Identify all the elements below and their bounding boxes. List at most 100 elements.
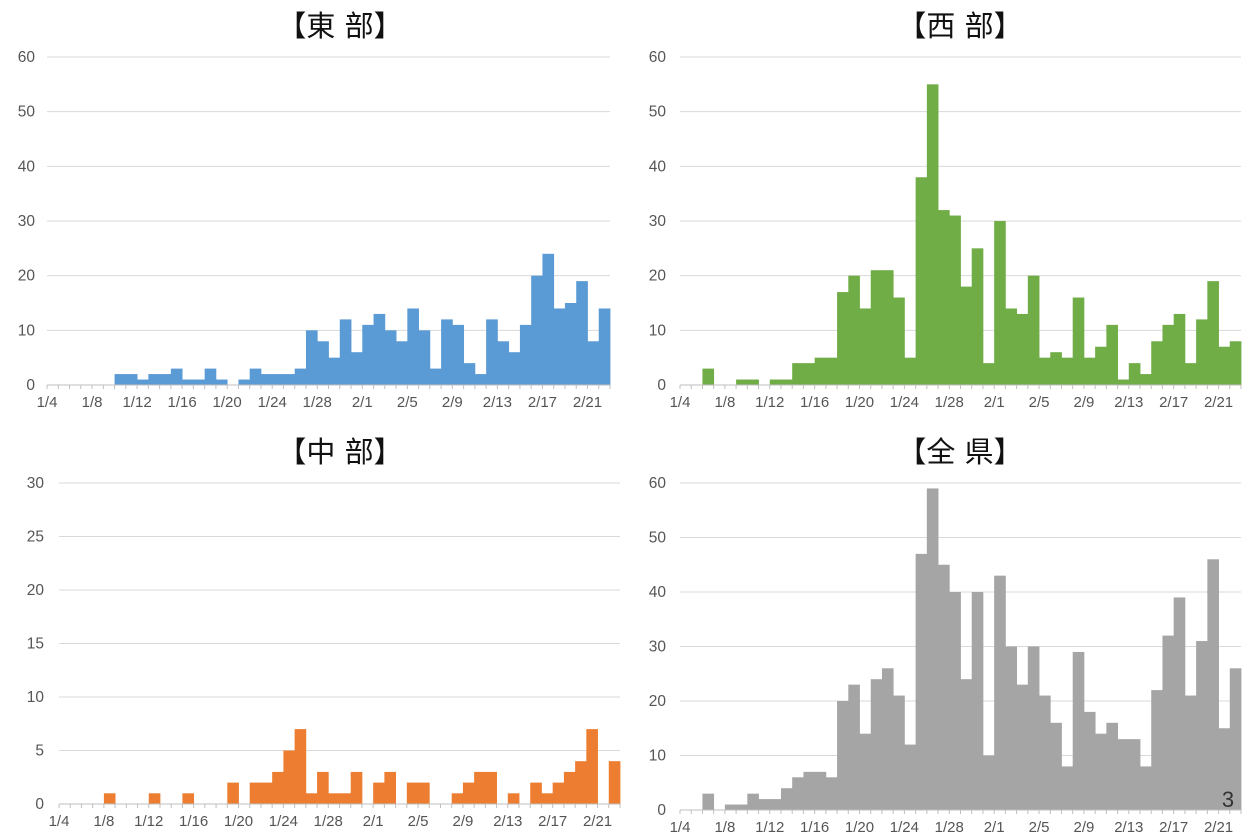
bar — [1016, 313, 1029, 385]
chart-title: 【中 部】 — [277, 435, 402, 469]
bar — [1196, 319, 1208, 385]
bar — [1218, 728, 1231, 810]
x-tick-label: 1/12 — [755, 819, 784, 834]
x-tick-label: 2/1 — [984, 394, 1005, 411]
bar — [272, 374, 284, 385]
bar — [463, 363, 476, 385]
bar — [881, 270, 894, 385]
x-tick-label: 1/16 — [800, 819, 829, 834]
y-tick-label: 10 — [649, 322, 667, 339]
bar — [803, 771, 816, 810]
bar — [350, 771, 363, 804]
x-tick-label: 1/24 — [890, 819, 919, 834]
bar — [792, 363, 804, 385]
bar — [870, 270, 883, 385]
x-tick-label: 1/20 — [213, 394, 242, 411]
bar — [1140, 374, 1152, 385]
bar — [1184, 695, 1197, 810]
y-tick-label: 60 — [649, 475, 667, 492]
bar — [1083, 711, 1096, 810]
x-tick-label: 2/5 — [1029, 819, 1050, 834]
bar — [182, 793, 195, 804]
bar — [1173, 597, 1186, 810]
y-tick-label: 15 — [27, 636, 44, 653]
x-tick-label: 2/1 — [363, 813, 384, 830]
bar — [1072, 651, 1085, 810]
bar — [451, 793, 464, 804]
bar — [1095, 346, 1107, 385]
x-tick-label: 1/12 — [755, 394, 784, 411]
bar — [1039, 695, 1051, 810]
x-tick-label: 1/24 — [890, 394, 919, 411]
x-tick-label: 1/4 — [670, 394, 691, 411]
bar — [1140, 766, 1152, 810]
bar — [881, 668, 894, 810]
bar — [825, 357, 838, 385]
bar — [1106, 722, 1118, 810]
bar — [1184, 363, 1197, 385]
bar — [1218, 346, 1231, 385]
y-tick-label: 0 — [657, 802, 666, 819]
bar — [904, 357, 917, 385]
bar — [915, 177, 928, 385]
y-tick-label: 50 — [649, 530, 667, 547]
bar — [564, 303, 577, 385]
bar — [814, 357, 827, 385]
bar — [339, 793, 352, 804]
bar — [227, 782, 239, 804]
bar — [182, 379, 194, 385]
bar — [736, 804, 748, 810]
bar — [508, 352, 521, 385]
y-tick-label: 40 — [649, 584, 667, 601]
bar — [530, 782, 542, 804]
bar — [702, 793, 715, 810]
bar — [904, 744, 917, 810]
chart-west: 【西 部】 0 10 20 30 40 50 60 1/4 1/8 1/12 1/16 1/20 1/24… — [649, 9, 1242, 411]
bar — [1207, 559, 1219, 810]
bar — [204, 368, 217, 385]
x-tick-label: 1/16 — [800, 394, 829, 411]
bar — [193, 379, 206, 385]
x-tick-label: 2/13 — [493, 813, 522, 830]
bar — [406, 782, 419, 804]
bar — [586, 729, 598, 804]
y-tick-label: 25 — [27, 529, 44, 546]
bar — [1151, 341, 1163, 385]
x-tick-label: 1/24 — [258, 394, 287, 411]
x-tick-label: 2/9 — [452, 813, 473, 830]
x-tick-label: 2/21 — [1204, 394, 1233, 411]
x-tick-label: 1/12 — [134, 813, 163, 830]
bar — [407, 308, 419, 385]
bar — [747, 379, 759, 385]
x-tick-label: 2/17 — [538, 813, 567, 830]
bar — [441, 319, 453, 385]
x-tick-label: 1/24 — [269, 813, 298, 830]
bar — [1117, 379, 1130, 385]
x-tick-label: 1/4 — [670, 819, 691, 834]
bar — [328, 793, 340, 804]
bar — [541, 793, 554, 804]
y-tick-label: 50 — [649, 104, 667, 121]
bar — [1005, 308, 1017, 385]
bar — [238, 379, 251, 385]
bar — [249, 368, 262, 385]
bar — [1061, 357, 1074, 385]
y-tick-label: 60 — [649, 49, 667, 66]
bar — [1128, 363, 1141, 385]
bar — [1005, 646, 1017, 810]
x-tick-label: 1/28 — [314, 813, 343, 830]
x-tick-label: 2/5 — [397, 394, 418, 411]
x-tick-label: 2/17 — [528, 394, 557, 411]
bar — [317, 771, 329, 804]
x-tick-label: 1/28 — [935, 394, 964, 411]
y-tick-label: 0 — [35, 796, 44, 813]
bar — [485, 771, 497, 804]
bar — [339, 319, 352, 385]
bar — [758, 799, 771, 810]
bar — [915, 553, 928, 810]
bar — [396, 341, 408, 385]
bar — [148, 793, 161, 804]
y-tick-label: 20 — [649, 268, 667, 285]
bar — [497, 341, 510, 385]
bar — [563, 771, 576, 804]
